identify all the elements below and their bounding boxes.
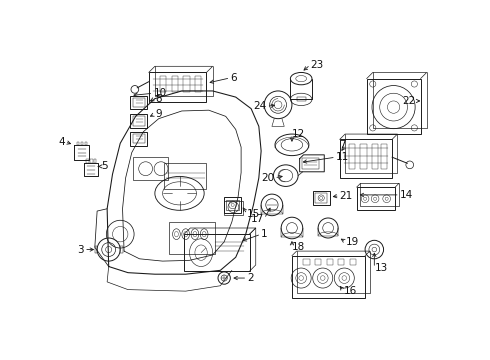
Text: 1: 1 xyxy=(261,229,268,239)
Text: 6: 6 xyxy=(230,73,237,83)
Text: 9: 9 xyxy=(155,109,162,119)
Bar xyxy=(315,259,321,265)
Text: 17: 17 xyxy=(251,214,264,224)
Bar xyxy=(303,259,310,265)
Text: 14: 14 xyxy=(400,190,413,200)
Bar xyxy=(327,259,333,265)
Text: 16: 16 xyxy=(343,286,357,296)
Text: 21: 21 xyxy=(340,191,353,201)
Bar xyxy=(132,134,145,143)
Bar xyxy=(340,139,392,178)
Text: 13: 13 xyxy=(374,263,388,273)
Text: 15: 15 xyxy=(247,209,261,219)
Bar xyxy=(149,72,206,102)
Bar xyxy=(132,116,145,126)
Bar xyxy=(133,157,168,180)
Bar xyxy=(367,78,420,134)
Bar xyxy=(226,199,239,210)
Bar xyxy=(132,98,145,107)
Bar xyxy=(372,144,378,169)
Bar xyxy=(361,144,367,169)
Text: 3: 3 xyxy=(77,244,84,255)
Bar xyxy=(120,247,122,253)
Text: 4: 4 xyxy=(58,137,65,147)
Bar xyxy=(183,76,190,93)
Bar xyxy=(224,197,241,213)
Bar xyxy=(313,191,330,205)
Bar xyxy=(292,256,365,298)
Bar xyxy=(130,114,147,128)
Bar xyxy=(77,142,79,145)
Text: 2: 2 xyxy=(247,273,254,283)
Bar xyxy=(381,144,388,169)
Text: 24: 24 xyxy=(253,101,267,111)
Bar xyxy=(302,158,319,169)
Bar xyxy=(81,142,83,145)
Text: 8: 8 xyxy=(155,94,162,104)
Bar xyxy=(184,234,249,271)
Bar xyxy=(130,95,147,109)
Bar xyxy=(94,159,97,163)
Text: 22: 22 xyxy=(402,96,415,106)
Bar xyxy=(169,222,215,254)
Bar xyxy=(164,163,206,189)
Bar xyxy=(160,76,167,93)
Text: 5: 5 xyxy=(101,161,108,171)
Bar xyxy=(90,159,93,163)
Text: 18: 18 xyxy=(292,242,305,252)
Bar xyxy=(195,76,201,93)
Text: 11: 11 xyxy=(336,152,349,162)
Bar xyxy=(350,259,356,265)
Bar xyxy=(85,142,87,145)
Text: 10: 10 xyxy=(153,88,167,98)
Bar xyxy=(130,132,147,145)
Bar xyxy=(349,144,355,169)
Bar xyxy=(172,76,178,93)
Text: 7: 7 xyxy=(339,140,346,150)
Bar xyxy=(315,193,327,203)
Text: 19: 19 xyxy=(346,237,359,247)
Bar xyxy=(357,187,395,210)
Bar xyxy=(95,247,97,253)
Bar xyxy=(224,201,244,215)
Bar xyxy=(296,97,306,101)
Bar xyxy=(338,259,344,265)
Bar xyxy=(86,159,89,163)
Text: 12: 12 xyxy=(292,129,305,139)
Text: 23: 23 xyxy=(311,60,324,70)
Text: 20: 20 xyxy=(261,173,274,183)
